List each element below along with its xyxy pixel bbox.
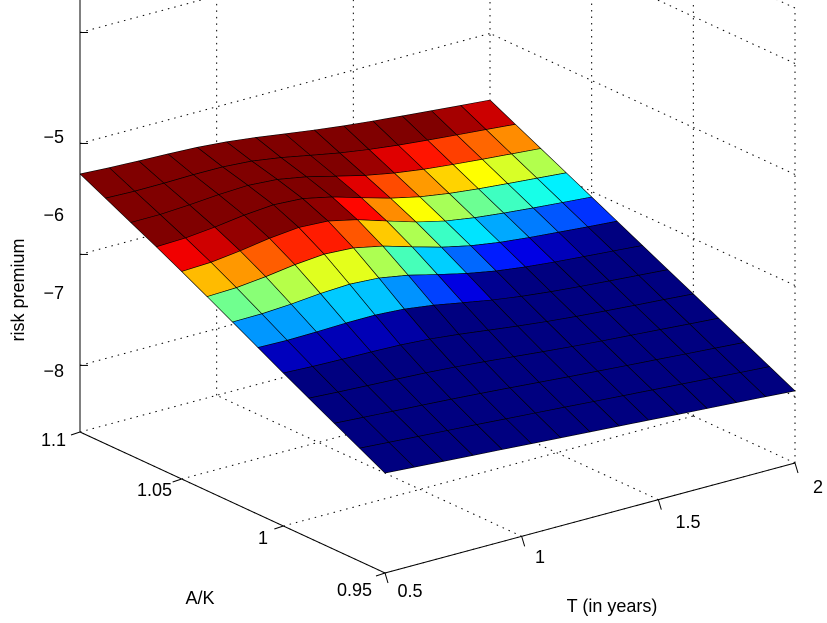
y-tick-label: 0.95 bbox=[337, 580, 372, 600]
x-tick-mark bbox=[384, 572, 389, 584]
box-edge-line bbox=[776, 0, 796, 9]
y-tick-label: 1.05 bbox=[137, 480, 172, 500]
x-tick-label: 1.5 bbox=[675, 512, 700, 532]
x-tick-label: 0.5 bbox=[397, 581, 422, 601]
back-wall-grid-line bbox=[79, 0, 204, 33]
z-tick-label: −7 bbox=[43, 283, 64, 303]
z-tick-label: −8 bbox=[43, 361, 64, 381]
y-axis-label: A/K bbox=[185, 588, 214, 608]
x-axis-line bbox=[384, 462, 796, 574]
axis-layer bbox=[70, 0, 799, 584]
x-tick-mark bbox=[794, 462, 799, 474]
z-tick-label: −6 bbox=[43, 205, 64, 225]
x-axis-label: T (in years) bbox=[567, 596, 658, 616]
x-tick-label: 2 bbox=[813, 477, 823, 497]
y-tick-label: 1 bbox=[258, 528, 268, 548]
surface-layer bbox=[79, 99, 796, 474]
floor-grid-line bbox=[216, 394, 522, 537]
z-tick-label: −5 bbox=[43, 127, 64, 147]
x-tick-label: 1 bbox=[535, 547, 545, 567]
surface-patch bbox=[359, 441, 415, 474]
x-tick-mark bbox=[657, 499, 662, 510]
side-wall-grid-line bbox=[656, 0, 796, 64]
z-axis-label: risk premium bbox=[8, 238, 28, 341]
side-wall-grid-line bbox=[489, 33, 796, 175]
x-tick-mark bbox=[521, 536, 526, 547]
y-tick-mark bbox=[70, 431, 81, 436]
y-tick-label: 1.1 bbox=[41, 430, 66, 450]
y-tick-mark bbox=[274, 525, 284, 530]
y-tick-mark bbox=[172, 478, 182, 483]
y-tick-mark bbox=[375, 572, 386, 577]
y-axis-line bbox=[79, 431, 386, 574]
